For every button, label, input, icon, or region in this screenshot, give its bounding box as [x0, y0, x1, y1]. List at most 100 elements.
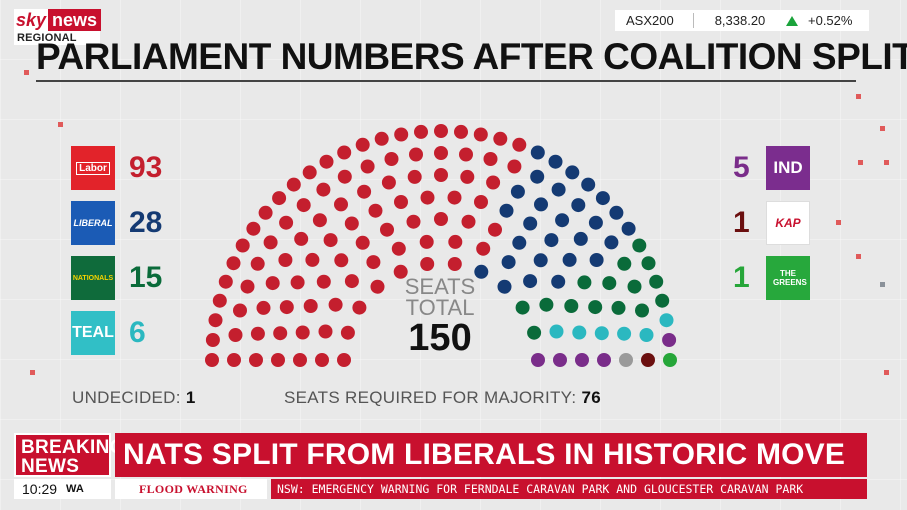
market-divider [693, 13, 694, 28]
seat-dot-labor [352, 300, 367, 315]
kap-logo-text: KAP [775, 216, 801, 230]
seat-dot-labor [448, 234, 463, 249]
seat-dot-liberal [534, 197, 548, 212]
seat-dot-liberal [595, 191, 610, 206]
seat-dot-labor [334, 197, 348, 212]
seat-dot-labor [483, 152, 498, 166]
seat-dot-labor [334, 253, 349, 268]
seat-dot-teal [572, 325, 587, 340]
breaking-news-badge: BREAKING NEWS [14, 433, 125, 477]
headline-banner: NATS SPLIT FROM LIBERALS IN HISTORIC MOV… [115, 433, 867, 477]
seat-dot-labor [368, 203, 383, 218]
logo-sky-text: sky [14, 9, 49, 31]
seats-total-value: 150 [408, 317, 472, 359]
seat-dot-labor [302, 165, 317, 180]
seat-dot-labor [258, 205, 273, 220]
seat-dot-undecided [619, 353, 633, 367]
seat-dot-liberal [523, 274, 538, 289]
greens-seat-count: 1 [733, 261, 750, 294]
labor-seat-count: 93 [129, 151, 163, 184]
seat-dot-labor [305, 252, 320, 267]
seat-dot-labor [337, 353, 351, 367]
seat-dot-labor [488, 222, 502, 237]
seat-dot-labor [296, 198, 311, 213]
seat-dot-nationals [564, 299, 579, 313]
seat-dot-labor [391, 241, 406, 256]
seat-dot-labor [233, 303, 247, 318]
seat-dot-nationals [655, 293, 670, 308]
greens-logo-text: THE GREENS [773, 269, 807, 287]
seat-dot-labor [360, 159, 375, 174]
seat-dot-labor [337, 169, 352, 184]
seat-dot-labor [447, 257, 462, 271]
teal-seat-count: 6 [129, 316, 146, 349]
seat-dot-labor [328, 297, 343, 312]
seats-total-label-1: SEATS [404, 274, 476, 299]
seat-dot-liberal [533, 253, 548, 268]
seat-dot-nationals [649, 274, 664, 289]
breaking-text: BREAKING [21, 437, 125, 458]
decor-marker [856, 254, 861, 259]
seat-dot-labor [337, 145, 352, 160]
seat-dot-nationals [641, 256, 656, 271]
party-row-nationals: NATIONALS 15 [71, 256, 162, 300]
party-row-kap: 1 KAP [733, 201, 810, 245]
seat-dot-labor [263, 235, 278, 250]
seat-dot-labor [246, 221, 261, 236]
clock-time: 10:29 [22, 481, 58, 497]
market-ticker: ASX200 8,338.20 +0.52% [615, 10, 869, 31]
seat-dot-labor [459, 147, 473, 162]
independent-logo-text: IND [773, 158, 803, 177]
seat-dot-liberal [581, 177, 596, 192]
seat-dot-liberal [588, 215, 603, 230]
seat-dot-labor [409, 147, 423, 162]
seat-dot-labor [374, 131, 389, 146]
news-text: NEWS [21, 456, 80, 477]
seat-dot-liberal [604, 235, 619, 250]
independent-logo-icon: IND [766, 146, 810, 190]
seat-dot-nationals [527, 325, 542, 340]
seat-dot-teal [594, 326, 609, 341]
seat-dot-nationals [617, 256, 632, 271]
seat-dot-labor [265, 276, 280, 291]
seat-dot-labor [226, 256, 241, 271]
bottom-ticker-bar: 10:29 WA FLOOD WARNING NSW: EMERGENCY WA… [14, 479, 867, 499]
party-row-liberal: LIBERAL 28 [71, 201, 162, 245]
teal-logo-text: TEAL [72, 324, 114, 341]
seat-dot-labor [340, 325, 355, 340]
seat-dot-labor [434, 212, 448, 226]
kap-logo-icon: KAP [766, 201, 810, 245]
seat-dot-nationals [588, 300, 603, 315]
seat-dot-liberal [474, 264, 489, 279]
seat-dot-teal [549, 324, 564, 339]
seat-dot-labor [420, 257, 435, 271]
seat-dot-labor [419, 234, 434, 249]
seat-dot-labor [406, 214, 421, 229]
seat-dot-labor [271, 353, 285, 367]
seat-dot-labor [507, 159, 522, 174]
seat-dot-liberal [551, 274, 566, 289]
seat-dot-liberal [562, 252, 577, 267]
seat-dot-labor [240, 279, 255, 294]
ticker-text: NSW: EMERGENCY WARNING FOR FERNDALE CARA… [271, 479, 867, 499]
seat-dot-teal [659, 313, 674, 328]
undecided-value: 1 [185, 388, 196, 407]
seat-dot-independent [553, 353, 567, 367]
decor-marker [30, 370, 35, 375]
seat-dot-labor [319, 154, 334, 169]
seat-dot-liberal [497, 279, 512, 294]
seat-dot-nationals [577, 275, 592, 290]
seat-dot-liberal [512, 235, 527, 250]
teal-logo-icon: TEAL [71, 311, 115, 355]
decor-marker [58, 122, 63, 127]
seat-dot-labor [279, 300, 294, 315]
seat-dot-labor [318, 324, 333, 339]
seat-dot-independent [531, 353, 545, 367]
seats-total: SEATS TOTAL 150 [395, 274, 485, 359]
seat-dot-labor [414, 124, 428, 139]
seat-dot-labor [205, 333, 220, 347]
logo-news-text: news [48, 9, 102, 31]
decor-marker [884, 160, 889, 165]
ticker-category: FLOOD WARNING [115, 479, 267, 499]
seat-dot-teal [617, 326, 632, 341]
